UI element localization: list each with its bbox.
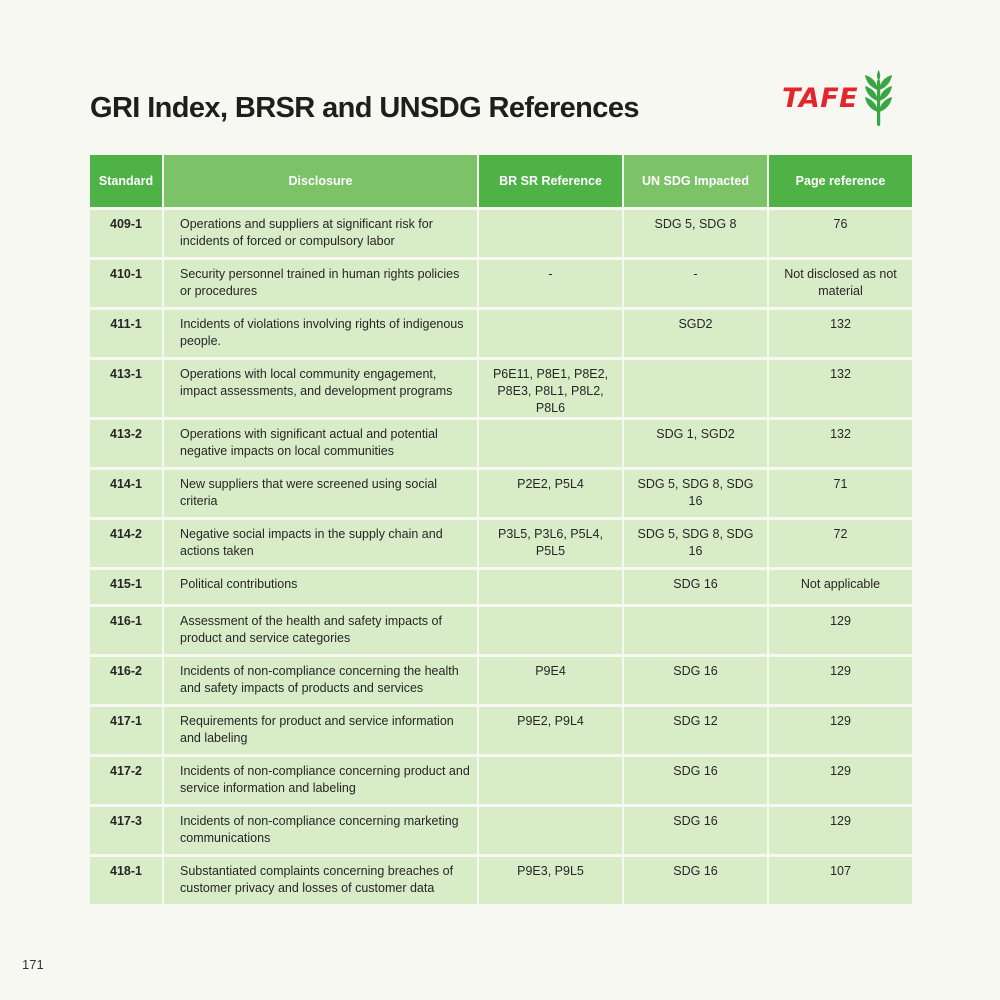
cell-unsdg: SDG 12 (623, 704, 769, 756)
header-brsr-reference: BR SR Reference (478, 155, 624, 209)
cell-page: 129 (768, 604, 912, 656)
cell-standard: 413-2 (90, 417, 164, 469)
cell-disclosure: Requirements for product and service inf… (163, 704, 479, 756)
cell-standard: 417-2 (90, 754, 164, 806)
cell-unsdg: SDG 5, SDG 8 (623, 207, 769, 259)
cell-disclosure: Security personnel trained in human righ… (163, 257, 479, 309)
cell-unsdg (623, 357, 769, 419)
cell-page: 129 (768, 654, 912, 706)
cell-brsr: P2E2, P5L4 (478, 467, 624, 519)
table-row: 410-1 Security personnel trained in huma… (90, 257, 912, 309)
table-row: 417-1 Requirements for product and servi… (90, 704, 912, 756)
header-standard: Standard (90, 155, 164, 209)
cell-disclosure: Incidents of non-compliance concerning m… (163, 804, 479, 856)
cell-standard: 416-1 (90, 604, 164, 656)
table-row: 414-2 Negative social impacts in the sup… (90, 517, 912, 569)
table-row: 414-1 New suppliers that were screened u… (90, 467, 912, 519)
cell-disclosure: Political contributions (163, 567, 479, 606)
cell-page: 129 (768, 804, 912, 856)
cell-page: Not disclosed as not material (768, 257, 912, 309)
cell-disclosure: Substantiated complaints concerning brea… (163, 854, 479, 904)
table-row: 416-1 Assessment of the health and safet… (90, 604, 912, 656)
cell-standard: 409-1 (90, 207, 164, 259)
header-unsdg-impacted: UN SDG Impacted (623, 155, 769, 209)
cell-brsr: P3L5, P3L6, P5L4, P5L5 (478, 517, 624, 569)
cell-page: 132 (768, 307, 912, 359)
header-disclosure: Disclosure (163, 155, 479, 209)
table-row: 417-2 Incidents of non-compliance concer… (90, 754, 912, 806)
cell-unsdg: - (623, 257, 769, 309)
cell-brsr: P9E3, P9L5 (478, 854, 624, 904)
page-title: GRI Index, BRSR and UNSDG References (90, 92, 639, 124)
cell-standard: 410-1 (90, 257, 164, 309)
cell-brsr (478, 754, 624, 806)
table-row: 409-1 Operations and suppliers at signif… (90, 207, 912, 259)
cell-page: 76 (768, 207, 912, 259)
table-row: 411-1 Incidents of violations involving … (90, 307, 912, 359)
cell-standard: 414-1 (90, 467, 164, 519)
cell-disclosure: Operations with significant actual and p… (163, 417, 479, 469)
table-row: 417-3 Incidents of non-compliance concer… (90, 804, 912, 856)
header-page-reference: Page reference (768, 155, 912, 209)
cell-unsdg: SDG 5, SDG 8, SDG 16 (623, 467, 769, 519)
cell-standard: 413-1 (90, 357, 164, 419)
cell-brsr: - (478, 257, 624, 309)
cell-brsr (478, 417, 624, 469)
table-row: 413-1 Operations with local community en… (90, 357, 912, 419)
cell-brsr (478, 307, 624, 359)
table-header-row: Standard Disclosure BR SR Reference UN S… (90, 155, 912, 209)
page-number: 171 (22, 957, 44, 972)
cell-unsdg: SDG 16 (623, 804, 769, 856)
table-row: 415-1 Political contributions SDG 16 Not… (90, 567, 912, 606)
cell-brsr (478, 567, 624, 606)
cell-disclosure: New suppliers that were screened using s… (163, 467, 479, 519)
cell-unsdg: SGD2 (623, 307, 769, 359)
cell-standard: 418-1 (90, 854, 164, 904)
cell-page: 71 (768, 467, 912, 519)
gri-index-table: Standard Disclosure BR SR Reference UN S… (90, 155, 912, 904)
cell-disclosure: Negative social impacts in the supply ch… (163, 517, 479, 569)
cell-brsr: P9E4 (478, 654, 624, 706)
cell-brsr: P6E11, P8E1, P8E2, P8E3, P8L1, P8L2, P8L… (478, 357, 624, 419)
cell-page: 129 (768, 704, 912, 756)
cell-unsdg: SDG 16 (623, 567, 769, 606)
cell-brsr (478, 207, 624, 259)
cell-page: 132 (768, 357, 912, 419)
cell-page: Not applicable (768, 567, 912, 606)
cell-disclosure: Operations and suppliers at significant … (163, 207, 479, 259)
cell-unsdg: SDG 16 (623, 754, 769, 806)
table-row: 418-1 Substantiated complaints concernin… (90, 854, 912, 904)
cell-page: 107 (768, 854, 912, 904)
cell-page: 129 (768, 754, 912, 806)
cell-unsdg: SDG 1, SGD2 (623, 417, 769, 469)
cell-standard: 417-3 (90, 804, 164, 856)
cell-disclosure: Assessment of the health and safety impa… (163, 604, 479, 656)
table-row: 413-2 Operations with significant actual… (90, 417, 912, 469)
cell-disclosure: Incidents of non-compliance concerning t… (163, 654, 479, 706)
cell-page: 72 (768, 517, 912, 569)
wheat-icon (865, 70, 893, 126)
logo-text: TAFE (782, 82, 859, 114)
cell-unsdg: SDG 16 (623, 654, 769, 706)
cell-unsdg: SDG 16 (623, 854, 769, 904)
table-row: 416-2 Incidents of non-compliance concer… (90, 654, 912, 706)
cell-standard: 417-1 (90, 704, 164, 756)
cell-disclosure: Incidents of non-compliance concerning p… (163, 754, 479, 806)
cell-brsr (478, 804, 624, 856)
cell-standard: 414-2 (90, 517, 164, 569)
cell-disclosure: Operations with local community engageme… (163, 357, 479, 419)
cell-standard: 411-1 (90, 307, 164, 359)
cell-standard: 415-1 (90, 567, 164, 606)
cell-brsr: P9E2, P9L4 (478, 704, 624, 756)
cell-unsdg: SDG 5, SDG 8, SDG 16 (623, 517, 769, 569)
cell-standard: 416-2 (90, 654, 164, 706)
cell-page: 132 (768, 417, 912, 469)
cell-unsdg (623, 604, 769, 656)
cell-brsr (478, 604, 624, 656)
cell-disclosure: Incidents of violations involving rights… (163, 307, 479, 359)
tafe-logo: TAFE (782, 70, 898, 126)
